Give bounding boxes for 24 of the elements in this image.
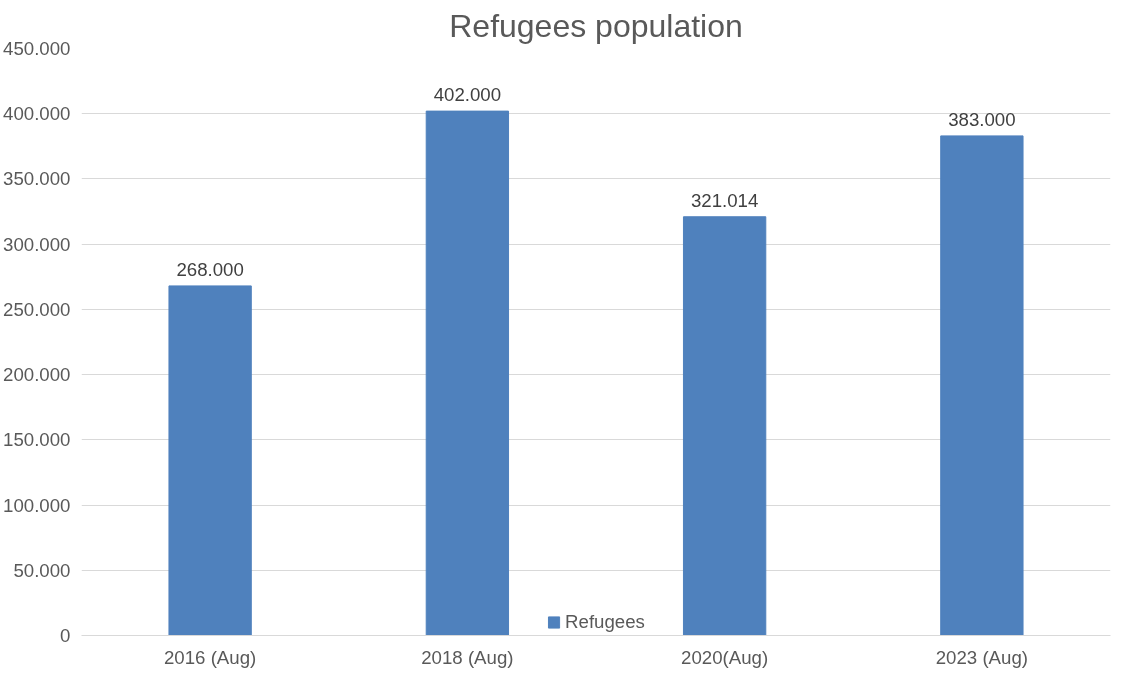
bar [425, 110, 510, 636]
y-tick-label: 200.000 [3, 364, 71, 386]
bar [940, 135, 1024, 636]
y-tick-label: 150.000 [3, 429, 71, 451]
y-tick-label: 300.000 [3, 233, 71, 255]
y-tick-label: 0 [60, 625, 71, 646]
data-label: 383.000 [948, 108, 1016, 130]
y-tick-label: 400.000 [3, 103, 71, 125]
x-tick-label: 2018 (Aug) [421, 646, 514, 668]
data-label: 268.000 [176, 258, 244, 280]
chart-title: Refugees population [449, 7, 743, 44]
y-tick-label: 250.000 [3, 298, 71, 320]
bar [682, 216, 767, 636]
x-tick-label: 2016 (Aug) [163, 646, 257, 668]
y-tick-label: 100.000 [3, 494, 71, 516]
x-tick-label: 2023 (Aug) [935, 646, 1029, 668]
x-tick-label: 2020(Aug) [681, 646, 769, 668]
y-tick-label: 50.000 [13, 559, 71, 581]
y-tick-label: 350.000 [3, 168, 71, 190]
bar [168, 285, 252, 636]
data-label: 402.000 [433, 84, 502, 106]
data-label: 321.014 [690, 189, 759, 211]
legend-label: Refugees [565, 611, 645, 633]
y-tick-label: 450.000 [3, 38, 71, 59]
